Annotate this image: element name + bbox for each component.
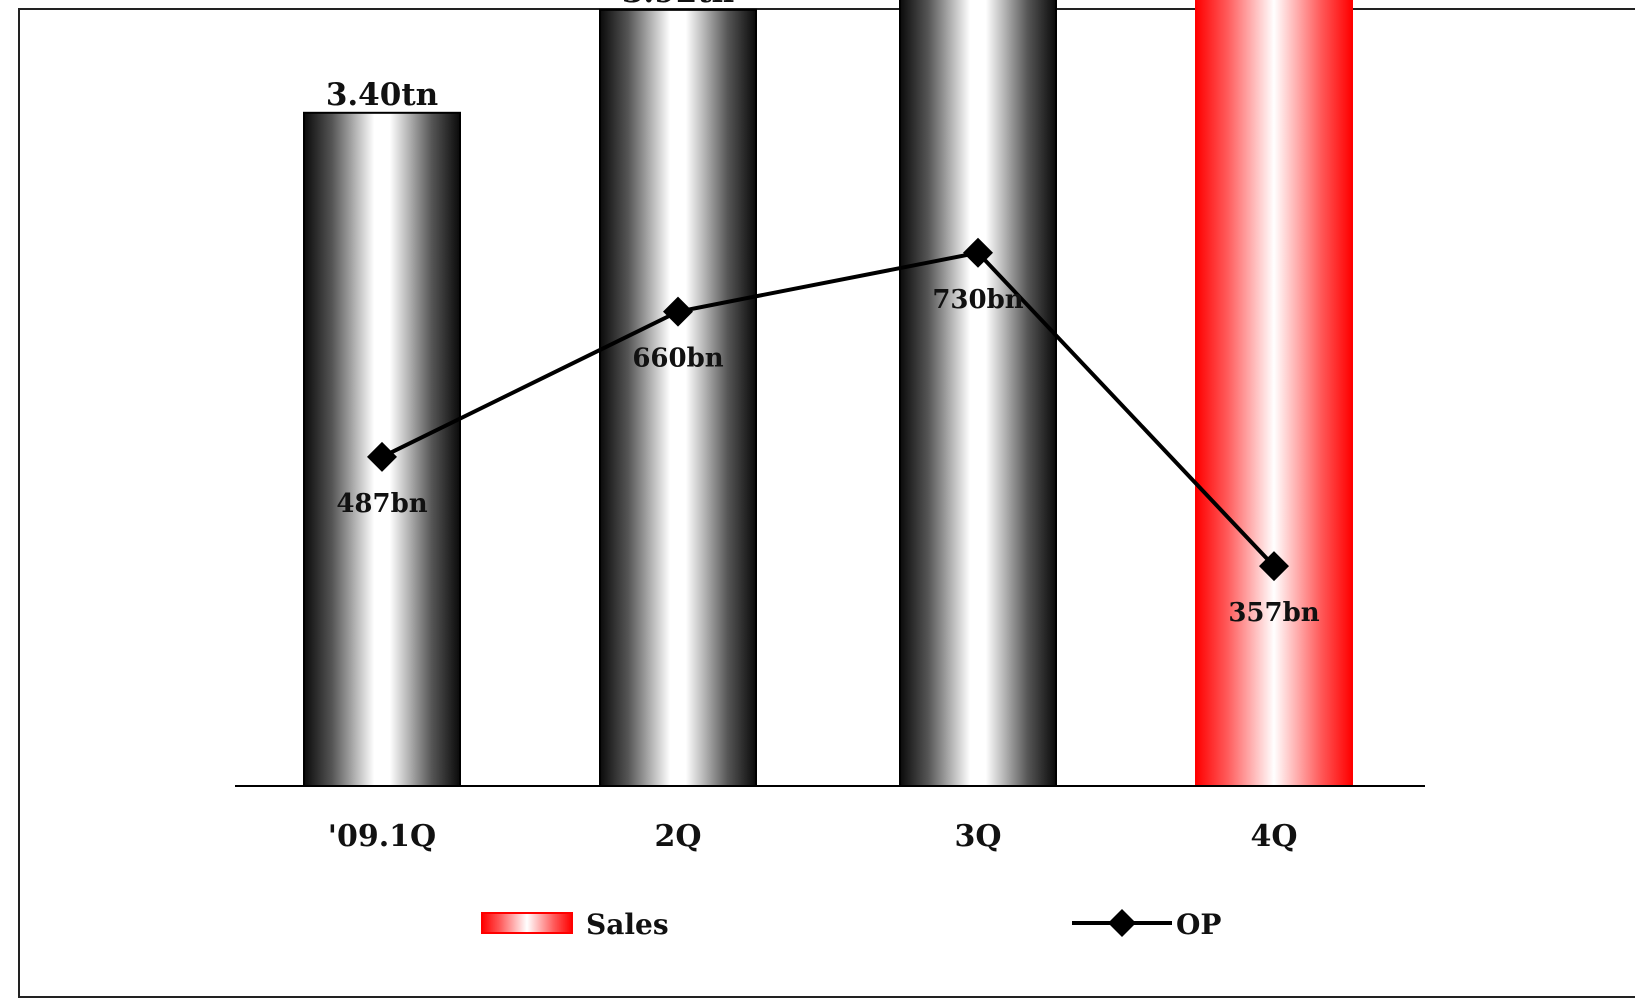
op-line-series <box>367 237 1289 582</box>
x-tick-label-2: 2Q <box>654 819 701 854</box>
legend-sales-swatch <box>481 912 573 934</box>
data-labels: 3.40tn3.92tn4.36tn4.12tn'09.1Q2Q3Q4Q487b… <box>326 0 1320 854</box>
legend-op-label: OP <box>1176 908 1221 941</box>
legend: Sales OP <box>481 908 1221 941</box>
sales-bar-4 <box>1195 0 1353 788</box>
op-point-3 <box>963 237 993 268</box>
x-tick-label-4: 4Q <box>1250 819 1297 854</box>
x-tick-label-3: 3Q <box>954 819 1001 854</box>
op-value-label-4: 357bn <box>1228 598 1319 628</box>
sales-bar-3 <box>899 0 1057 788</box>
sales-value-label-1: 3.40tn <box>326 77 438 113</box>
op-point-1 <box>367 441 397 472</box>
sales-value-label-2: 3.92tn <box>622 0 734 10</box>
op-value-label-2: 660bn <box>632 344 723 374</box>
sales-bars <box>303 0 1353 788</box>
op-value-label-3: 730bn <box>932 285 1023 315</box>
legend-op-marker <box>1108 909 1136 937</box>
op-point-4 <box>1259 551 1289 582</box>
sales-bar-2 <box>599 8 757 787</box>
op-point-2 <box>663 296 693 327</box>
op-line <box>381 250 1276 568</box>
legend-sales-label: Sales <box>586 908 669 941</box>
x-tick-label-1: '09.1Q <box>328 819 436 854</box>
op-value-label-1: 487bn <box>336 489 427 519</box>
